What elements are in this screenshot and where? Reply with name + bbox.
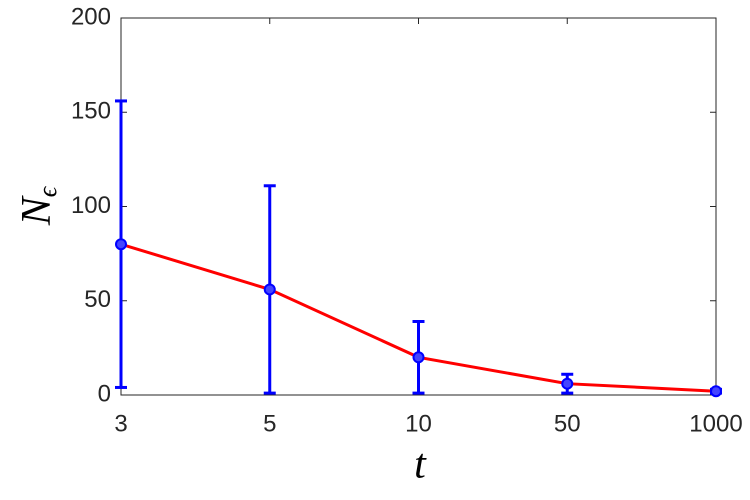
marker [710, 385, 722, 398]
x-tick-label: 5 [263, 410, 276, 437]
y-tick-label: 0 [98, 380, 111, 407]
marker [561, 377, 574, 390]
y-axis-label-base: N [14, 195, 60, 226]
y-tick-label: 200 [71, 3, 111, 30]
x-tick-label: 3 [114, 410, 127, 437]
marker [412, 351, 425, 364]
x-tick-label: 1000 [689, 410, 742, 437]
marker [263, 283, 276, 296]
y-tick-label: 100 [71, 192, 111, 219]
y-tick-label: 150 [71, 98, 111, 125]
x-axis-label: t [414, 442, 427, 488]
y-axis-label: Nϵ [14, 185, 62, 226]
x-tick-label: 50 [554, 410, 581, 437]
y-axis-label-sub: ϵ [33, 185, 62, 197]
x-tick-label: 10 [405, 410, 432, 437]
marker [115, 238, 127, 251]
y-tick-label: 50 [84, 286, 111, 313]
